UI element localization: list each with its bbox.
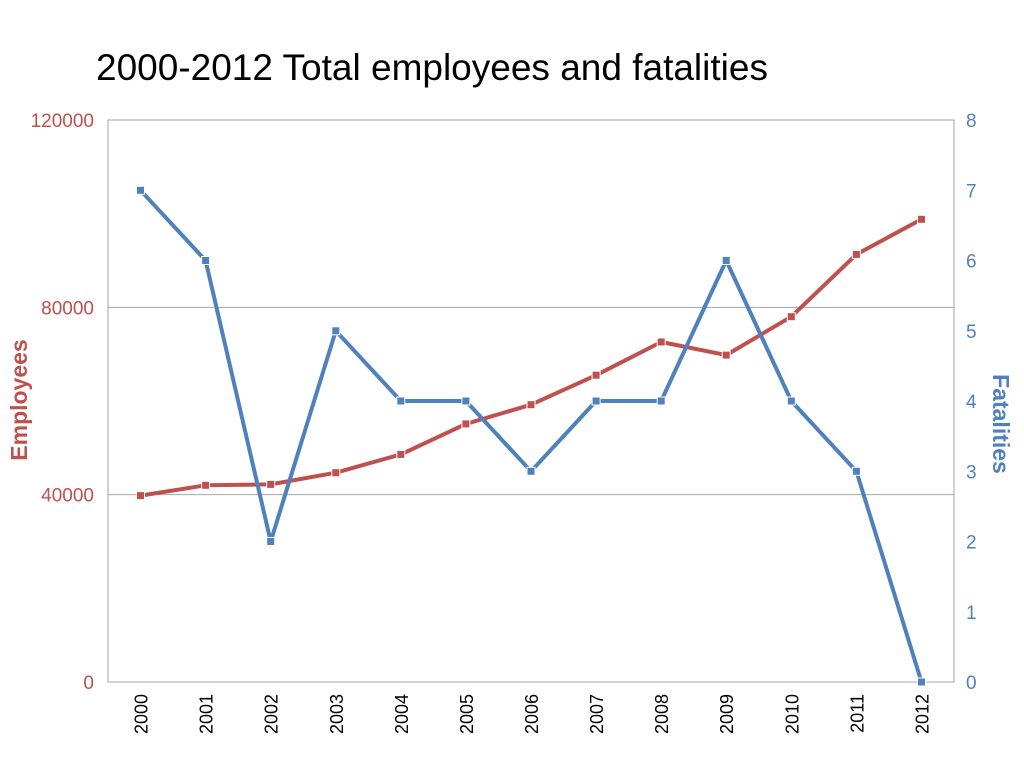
fatalities-point: [526, 466, 536, 476]
fatalities-point: [591, 396, 601, 406]
x-tick-label: 2007: [587, 694, 607, 734]
fatalities-point: [786, 396, 796, 406]
right-axis-title: Fatalities: [988, 374, 1014, 474]
left-axis-title: Employees: [6, 339, 32, 460]
gridlines: [108, 306, 954, 496]
right-tick-label: 7: [966, 181, 977, 202]
employees-point: [591, 370, 601, 380]
employees-point: [526, 400, 536, 410]
employees-point: [201, 480, 211, 490]
employees-point: [266, 479, 276, 489]
x-tick-label: 2008: [652, 694, 672, 734]
left-axis-ticks: 0 40000 80000 120000: [31, 111, 94, 694]
fatalities-point: [656, 396, 666, 406]
fatalities-point: [136, 185, 145, 195]
left-tick-label: 120000: [31, 111, 94, 132]
left-tick-label: 80000: [41, 298, 94, 319]
fatalities-point: [721, 256, 731, 265]
left-tick-label: 40000: [41, 486, 94, 507]
x-tick-label: 2005: [457, 694, 477, 734]
employees-point: [786, 312, 796, 322]
x-tick-label: 2012: [912, 694, 932, 734]
right-axis-ticks: 0 1 2 3 4 5 6 7 8: [966, 111, 977, 694]
x-tick-label: 2006: [522, 694, 542, 734]
x-axis-ticks: 2000 2001 2002 2003 2004 2005 2006 2007 2008 2009…: [132, 694, 933, 734]
employees-point: [851, 249, 861, 259]
employees-point: [396, 449, 406, 459]
fatalities-point: [331, 326, 341, 336]
right-tick-label: 4: [966, 392, 977, 413]
employees-line: [138, 217, 924, 498]
employees-point: [917, 214, 926, 224]
x-tick-label: 2010: [782, 694, 802, 734]
x-tick-label: 2003: [327, 694, 347, 734]
x-tick-label: 2009: [717, 694, 737, 734]
chart-title: 2000-2012 Total employees and fatalities: [96, 47, 768, 88]
left-tick-label: 0: [83, 673, 94, 694]
employees-point: [136, 491, 145, 501]
fatalities-point: [461, 396, 471, 406]
employees-point: [461, 419, 471, 429]
employees-point: [331, 468, 341, 478]
x-tick-label: 2001: [197, 694, 217, 734]
right-tick-label: 1: [966, 603, 977, 624]
fatalities-line: [138, 188, 924, 684]
x-tick-label: 2002: [262, 694, 282, 734]
plot-area: [107, 119, 955, 683]
fatalities-point: [851, 466, 861, 476]
series-layer: [136, 185, 926, 687]
x-tick-label: 2004: [392, 694, 412, 734]
fatalities-point: [396, 396, 406, 406]
right-tick-label: 0: [966, 673, 977, 694]
right-tick-label: 3: [966, 462, 977, 483]
right-tick-label: 5: [966, 322, 977, 343]
fatalities-point: [266, 537, 276, 546]
x-tick-label: 2000: [132, 694, 152, 734]
fatalities-point: [917, 677, 926, 687]
right-tick-label: 2: [966, 533, 977, 554]
fatalities-point: [201, 256, 211, 265]
right-tick-label: 8: [966, 111, 977, 132]
employees-point: [721, 350, 731, 360]
employees-point: [656, 337, 666, 347]
x-tick-label: 2011: [847, 694, 867, 733]
right-tick-label: 6: [966, 252, 977, 273]
